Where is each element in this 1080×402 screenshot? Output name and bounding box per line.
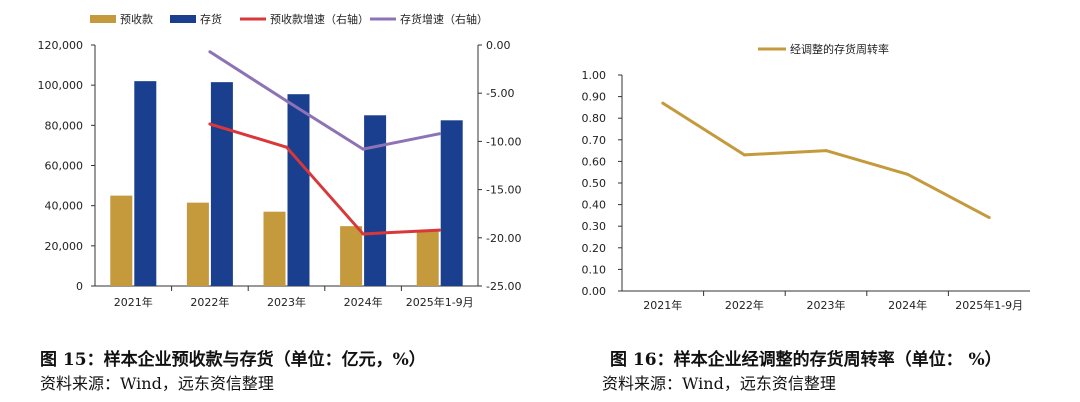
- advance-growth-line: [209, 122, 440, 236]
- figure-16-source: 资料来源：Wind，远东资信整理: [602, 374, 836, 393]
- legend-label: 存货增速（右轴）: [400, 12, 488, 26]
- x-tick-label: 2021年: [643, 298, 682, 312]
- left-tick-label: 120,000: [38, 39, 84, 52]
- y-tick-label: 0.50: [582, 177, 607, 190]
- left-tick-label: 60,000: [45, 160, 84, 173]
- inventory-growth-point-1: [208, 50, 212, 54]
- turnover-point-2: [824, 149, 828, 153]
- y-tick-label: 1.00: [582, 69, 607, 82]
- x-tick-label: 2023年: [807, 298, 846, 312]
- right-tick-label: -25.00: [486, 280, 521, 293]
- turnover-point-0: [661, 101, 665, 105]
- legend-swatch: [90, 15, 116, 23]
- legend-item-0: 经调整的存货周转率: [758, 42, 889, 56]
- turnover-point-3: [906, 172, 910, 176]
- right-tick-label: -20.00: [486, 232, 521, 245]
- advance-bar-2: [263, 211, 286, 286]
- inventory-bar-0: [134, 81, 157, 287]
- x-tick-label: 2024年: [888, 298, 927, 312]
- legend-item-3: 存货增速（右轴）: [370, 12, 488, 26]
- inventory-bar-4: [440, 120, 463, 286]
- left-tick-label: 80,000: [45, 119, 84, 132]
- inventory-growth-point-2: [285, 99, 288, 103]
- inventory-bar-1: [210, 82, 233, 286]
- legend-swatch: [170, 15, 196, 23]
- y-tick-label: 0.60: [582, 155, 607, 168]
- x-tick-label: 2025年1-9月: [955, 298, 1023, 312]
- advance-growth-point-3: [361, 232, 365, 236]
- y-tick-label: 0.40: [582, 199, 607, 212]
- y-tick-label: 0.90: [582, 91, 607, 104]
- legend-label: 预收款: [120, 12, 153, 26]
- inventory-bar-3: [364, 115, 387, 287]
- y-tick-label: 0.30: [582, 220, 607, 233]
- y-tick-label: 0.70: [582, 134, 607, 147]
- legend-label: 经调整的存货周转率: [790, 42, 889, 56]
- chart-16-svg: 0.00 0.10 0.20 0.30 0.40 0.50 0.60 0.70 0.80 0.90…: [582, 42, 1030, 312]
- x-tick-label: 2023年: [267, 295, 306, 309]
- x-tick-label: 2022年: [190, 295, 229, 309]
- x-tick-label: 2024年: [344, 295, 383, 309]
- x-tick-label: 2025年1-9月: [406, 295, 474, 309]
- figure-16-caption: 图 16：样本企业经调整的存货周转率（单位： %）: [610, 350, 1002, 370]
- left-tick-label: 100,000: [38, 79, 84, 92]
- right-tick-label: 0.00: [486, 39, 511, 52]
- advance-bar-4: [416, 230, 439, 286]
- inventory-bar-2: [287, 94, 310, 287]
- right-tick-label: -15.00: [486, 184, 521, 197]
- inventory-growth-point-3: [361, 147, 365, 151]
- chart-15-svg: 0 20,000 40,000 60,000 80,000 100,000 120,000 0…: [38, 12, 522, 309]
- inventory-growth-line: [209, 50, 440, 151]
- figure-15-source: 资料来源：Wind，远东资信整理: [40, 374, 274, 393]
- figure-15-caption: 图 15：样本企业预收款与存货（单位：亿元，%）: [40, 350, 426, 370]
- advance-growth-point-1: [208, 122, 212, 126]
- y-tick-label: 0.00: [582, 285, 607, 298]
- left-tick-label: 40,000: [45, 200, 84, 213]
- advance-bar-1: [186, 202, 209, 286]
- turnover-point-4: [987, 216, 991, 220]
- figure-16: 0.00 0.10 0.20 0.30 0.40 0.50 0.60 0.70 0.80 0.90…: [540, 0, 1080, 402]
- y-tick-label: 0.10: [582, 263, 607, 276]
- y-tick-label: 0.80: [582, 112, 607, 125]
- left-tick-label: 0: [76, 280, 83, 293]
- figure-15: 0 20,000 40,000 60,000 80,000 100,000 120,000 0…: [38, 12, 522, 393]
- right-tick-label: -5.00: [486, 87, 514, 100]
- legend-item-2: 预收款增速（右轴）: [240, 12, 369, 26]
- x-tick-label: 2022年: [725, 298, 764, 312]
- inventory-growth-point-4: [438, 132, 442, 136]
- turnover-point-1: [742, 153, 746, 157]
- right-tick-label: -10.00: [486, 135, 521, 148]
- left-tick-label: 20,000: [45, 240, 84, 253]
- legend-item-0: 预收款: [90, 12, 153, 26]
- x-tick-label: 2021年: [114, 295, 153, 309]
- turnover-line: [661, 101, 990, 219]
- legend-label: 存货: [200, 12, 222, 26]
- legend-label: 预收款增速（右轴）: [270, 12, 369, 26]
- advance-growth-point-2: [285, 145, 288, 149]
- y-tick-label: 0.20: [582, 242, 607, 255]
- advance-bar-0: [110, 195, 133, 286]
- legend-item-1: 存货: [170, 12, 222, 26]
- advance-growth-point-4: [438, 228, 442, 232]
- advance-bar-3: [340, 226, 363, 286]
